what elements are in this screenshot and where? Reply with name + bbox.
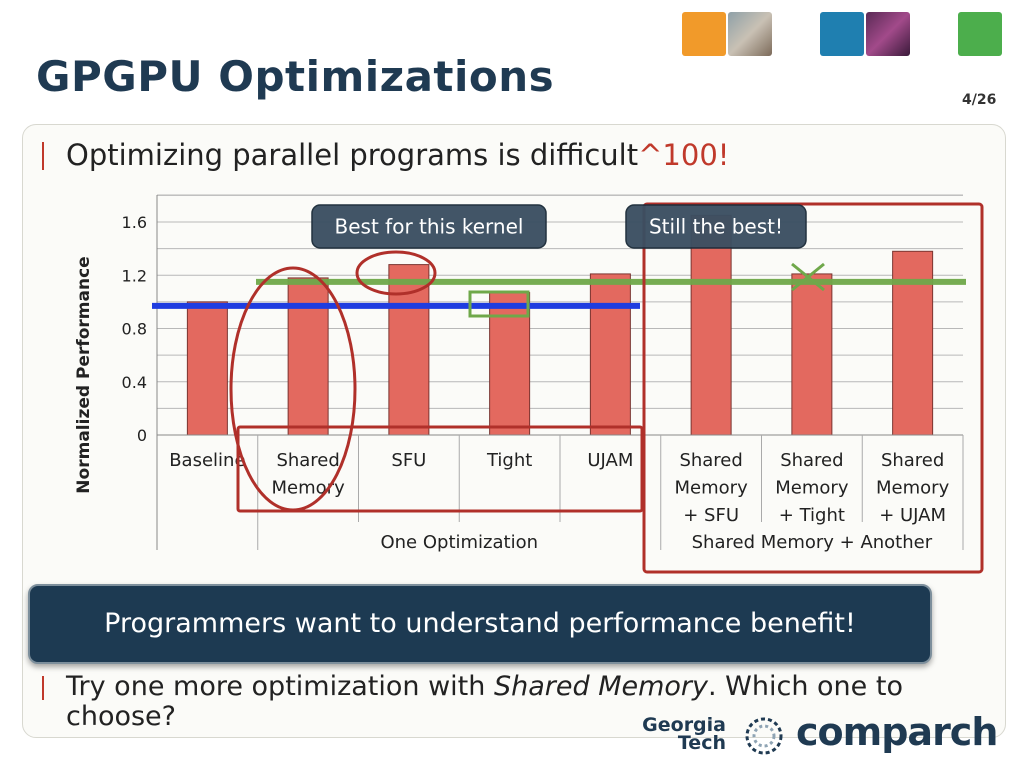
bar-6 xyxy=(791,273,833,436)
bar-0 xyxy=(186,301,228,436)
chart-labels: 0 0.4 0.8 1.2 1.6 Normalized Performance Basel… xyxy=(74,213,950,553)
x-tick-label: Baseline xyxy=(169,450,245,471)
overlay-message: Programmers want to understand performan… xyxy=(104,608,856,639)
x-tick-label: + UJAM xyxy=(879,505,946,526)
header-decor-photo-city xyxy=(728,12,772,56)
cross-mark-b xyxy=(791,262,825,292)
georgia-tech-logo: Georgia Tech xyxy=(634,714,726,754)
y-tick-label: 0.8 xyxy=(122,320,147,339)
x-tick-label: Shared xyxy=(276,450,339,471)
bar-4 xyxy=(589,273,631,436)
bar-7 xyxy=(892,250,934,436)
header-decor-photo-circuit xyxy=(866,12,910,56)
bullet-2-prefix: Try one more optimization with xyxy=(66,671,494,702)
x-tick-label: Memory xyxy=(272,478,346,499)
x-tick-label: Shared xyxy=(881,450,944,471)
chart-axes xyxy=(156,195,964,550)
y-tick-label: 1.6 xyxy=(122,213,147,232)
chart-gridlines xyxy=(157,194,963,409)
slide-title: GPGPU Optimizations xyxy=(36,52,555,101)
georgia-tech-logo-line2: Tech xyxy=(677,732,726,754)
x-tick-label: Tight xyxy=(486,450,532,471)
bar-2 xyxy=(388,264,430,436)
tight-highlight-box xyxy=(468,290,530,318)
header-decor-orange xyxy=(682,12,726,56)
callout-still-box xyxy=(625,204,807,249)
chart-annotations: Best for this kernel Still the best! xyxy=(229,202,984,574)
shared-memory-ellipse xyxy=(229,266,357,512)
x-tick-label: Memory xyxy=(775,478,849,499)
group-label: One Optimization xyxy=(380,532,538,553)
bullet-2: Try one more optimization with Shared Me… xyxy=(66,672,926,732)
sfu-ellipse xyxy=(355,250,437,296)
bar-3 xyxy=(489,292,531,436)
bar-5 xyxy=(690,214,732,436)
bullet-marker xyxy=(42,142,44,170)
callout-still-text: Still the best! xyxy=(649,215,783,239)
y-tick-label: 0.4 xyxy=(122,373,147,392)
bullet-marker-2 xyxy=(42,676,44,700)
y-tick-label: 0 xyxy=(137,426,147,445)
message-overlay: Programmers want to understand performan… xyxy=(28,584,932,664)
bar-1 xyxy=(287,277,329,436)
x-tick-label: + SFU xyxy=(683,505,739,526)
single-opt-highlight-box xyxy=(236,425,644,513)
callout-best-box xyxy=(311,204,547,249)
slide-number: 4/26 xyxy=(962,92,997,108)
x-tick-label: Shared xyxy=(780,450,843,471)
header-decor-blue xyxy=(820,12,864,56)
comparch-logo: comparch xyxy=(796,710,998,754)
x-tick-label: SFU xyxy=(391,450,426,471)
x-tick-label: Shared xyxy=(679,450,742,471)
combo-highlight-box xyxy=(642,202,984,574)
bullet-2-suffix: . Which one to choose? xyxy=(66,671,903,732)
group-label: Shared Memory + Another xyxy=(692,532,933,553)
bullet-1-highlight: ^100! xyxy=(638,138,730,172)
comparch-swirl-icon xyxy=(745,717,783,755)
header-decor-green xyxy=(958,12,1002,56)
x-tick-label: UJAM xyxy=(587,450,633,471)
x-tick-label: Memory xyxy=(675,478,749,499)
y-axis-title: Normalized Performance xyxy=(74,256,94,493)
bullet-2-emphasis: Shared Memory xyxy=(493,671,709,702)
georgia-tech-logo-line1: Georgia xyxy=(642,714,726,736)
bullet-1-text: Optimizing parallel programs is difficul… xyxy=(66,138,639,172)
bullet-1: Optimizing parallel programs is difficul… xyxy=(66,138,729,172)
chart-reference-lines xyxy=(152,278,966,309)
callout-best-text: Best for this kernel xyxy=(335,215,524,239)
x-tick-label: + Tight xyxy=(779,505,845,526)
y-tick-label: 1.2 xyxy=(122,266,147,285)
x-tick-label: Memory xyxy=(876,478,950,499)
